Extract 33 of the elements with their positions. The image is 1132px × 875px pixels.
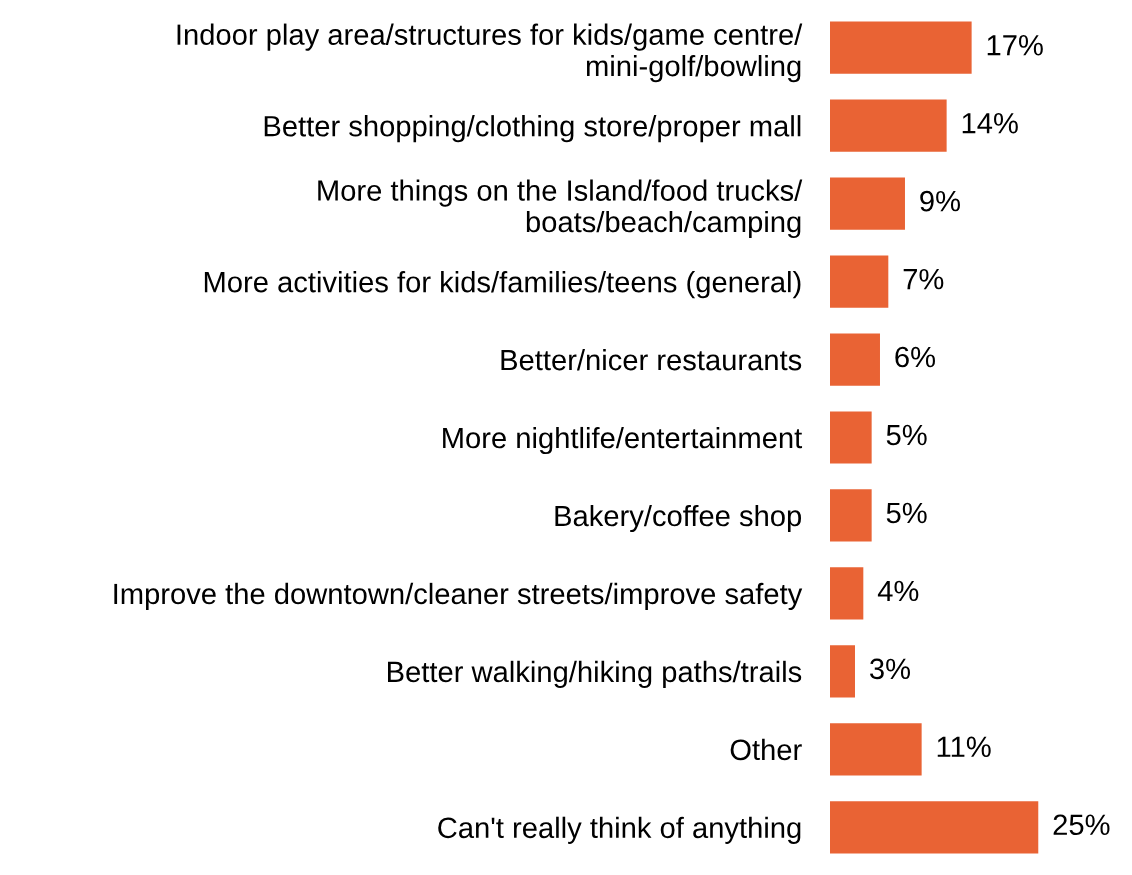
y-tick-label: Improve the downtown/cleaner streets/improve safety bbox=[114, 582, 803, 611]
y-tick-label: Better shopping/clothing store/proper mall bbox=[264, 115, 801, 143]
data-label: 17% bbox=[987, 35, 1043, 56]
data-label: 5% bbox=[886, 502, 927, 524]
bar bbox=[830, 723, 922, 776]
data-label: 3% bbox=[869, 658, 910, 680]
bar bbox=[830, 489, 872, 542]
y-tick-label: Bakery/coffee shop bbox=[555, 504, 802, 533]
bar bbox=[830, 567, 864, 620]
data-label: 4% bbox=[877, 580, 919, 602]
y-tick-label: Better/nicer restaurants bbox=[501, 348, 802, 371]
bar bbox=[830, 801, 1039, 854]
bar bbox=[830, 21, 972, 74]
y-tick-label: Better walking/hiking paths/trails bbox=[388, 660, 802, 688]
data-label: 6% bbox=[895, 346, 935, 368]
data-label: 11% bbox=[937, 736, 991, 758]
bar bbox=[830, 333, 880, 386]
y-tick-label: Indoor play area/structures for kids/game centre/ mini-golf/bowling bbox=[177, 23, 803, 83]
y-tick-label: Other bbox=[730, 738, 802, 761]
bar bbox=[830, 99, 947, 152]
data-label: 5% bbox=[886, 424, 927, 446]
data-label: 25% bbox=[1053, 814, 1110, 836]
bar bbox=[830, 411, 872, 464]
y-tick-label: Can't really think of anything bbox=[438, 816, 801, 844]
bar bbox=[830, 645, 855, 698]
bar bbox=[830, 255, 889, 308]
y-tick-label: More things on the Island/food trucks/ boats/beach/camping bbox=[318, 179, 803, 239]
data-label: 9% bbox=[920, 190, 960, 212]
data-label: 7% bbox=[903, 268, 944, 290]
bar bbox=[830, 177, 905, 230]
y-tick-label: More nightlife/entertainment bbox=[443, 426, 803, 455]
y-tick-label: More activities for kids/families/teens (general) bbox=[204, 271, 801, 299]
data-label: 14% bbox=[962, 112, 1018, 134]
